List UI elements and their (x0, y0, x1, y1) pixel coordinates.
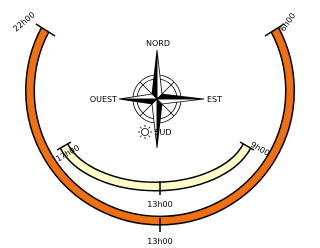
direction-label: OUEST (90, 95, 117, 104)
time-label: 6h00 (278, 11, 297, 33)
time-label: 13h00 (147, 237, 172, 246)
sun-icon (138, 125, 152, 139)
direction-label: SUD (154, 128, 171, 137)
time-label: 22h00 (12, 10, 37, 33)
time-label: 13h00 (147, 200, 172, 209)
direction-label: NORD (146, 39, 170, 48)
sun-path-diagram: 22h00 6h00 13h00 17h00 9h00 13h00 NORD O… (0, 0, 303, 248)
direction-label: EST (207, 95, 222, 104)
inner-arc-outline (64, 146, 247, 186)
time-label: 9h00 (249, 140, 271, 158)
